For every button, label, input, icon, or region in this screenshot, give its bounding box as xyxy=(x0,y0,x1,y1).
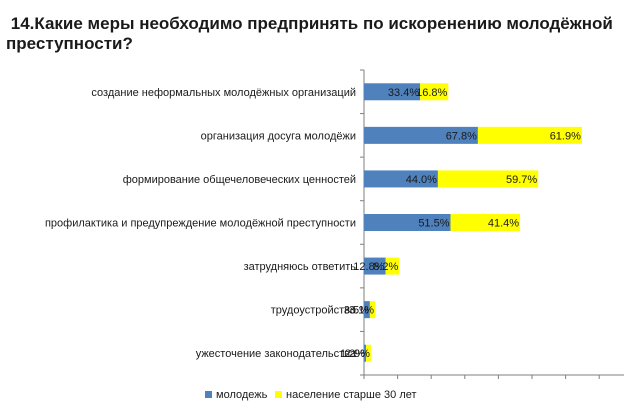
legend-swatch xyxy=(275,391,282,398)
data-label: 44.0% xyxy=(406,174,437,186)
category-label: создание неформальных молодёжных организ… xyxy=(91,87,356,99)
bar-adults xyxy=(366,344,371,362)
data-label: 3.1% xyxy=(349,305,374,317)
bar-adults xyxy=(369,301,376,319)
data-label: 61.9% xyxy=(550,130,581,142)
category-label: организация досуга молодёжи xyxy=(201,130,356,142)
data-label: 41.4% xyxy=(488,218,519,230)
labels-layer: создание неформальных молодёжных организ… xyxy=(45,87,581,360)
data-label: 1.2% xyxy=(340,348,365,360)
legend: молодежь население старше 30 лет xyxy=(205,389,417,401)
data-label: 12.8% xyxy=(353,261,384,273)
data-label: 3.5% xyxy=(344,305,369,317)
data-label: 2.9% xyxy=(345,348,370,360)
bar-adults xyxy=(437,170,539,188)
legend-label: молодежь xyxy=(216,389,268,401)
category-label: ужесточение законодательства xyxy=(196,348,357,360)
category-label: профилактика и предупреждение молодёжной… xyxy=(45,218,356,230)
bar-adults xyxy=(385,257,400,275)
legend-swatch xyxy=(205,391,212,398)
bars-layer xyxy=(364,83,582,362)
bar-youth xyxy=(364,344,367,362)
bar-adults xyxy=(420,83,449,101)
bar-youth xyxy=(364,83,421,101)
bar-youth xyxy=(364,257,386,275)
data-label: 8.2% xyxy=(373,261,398,273)
data-label: 16.8% xyxy=(416,87,447,99)
data-label: 59.7% xyxy=(506,174,537,186)
bar-adults xyxy=(450,214,521,231)
chart-title: 14.Какие меры необходимо предпринять по … xyxy=(6,14,618,53)
data-label: 33.4% xyxy=(388,87,419,99)
data-label: 67.8% xyxy=(446,130,477,142)
category-label: трудоустройство xyxy=(271,305,356,317)
bar-adults xyxy=(477,126,582,144)
bar-youth xyxy=(364,301,370,319)
bar-youth xyxy=(364,126,478,144)
category-label: формирование общечеловеческих ценностей xyxy=(123,174,356,186)
legend-label: население старше 30 лет xyxy=(286,389,417,401)
category-label: затрудняюсь ответить xyxy=(244,261,357,273)
bar-youth xyxy=(364,170,438,188)
data-label: 51.5% xyxy=(418,218,449,230)
bar-youth xyxy=(364,214,451,231)
